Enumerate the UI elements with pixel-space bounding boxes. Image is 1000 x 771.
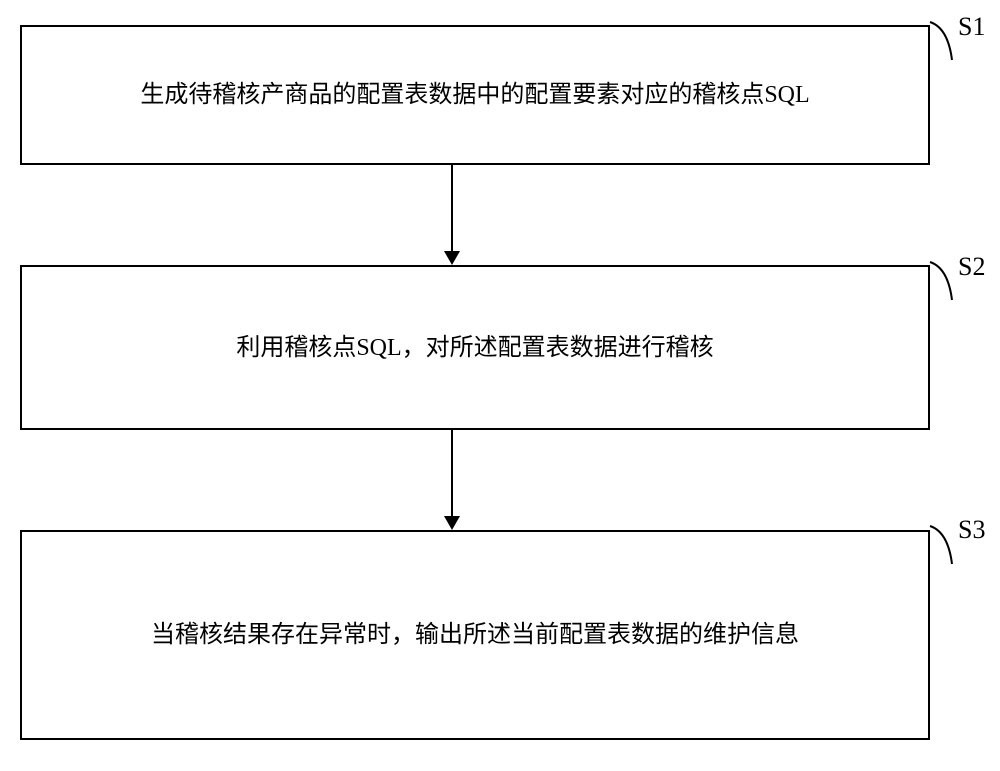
step-box-s2: 利用稽核点SQL，对所述配置表数据进行稽核: [20, 265, 930, 430]
arrow-head-1: [444, 251, 460, 265]
step-text-s3: 当稽核结果存在异常时，输出所述当前配置表数据的维护信息: [151, 617, 799, 653]
step-text-s1: 生成待稽核产商品的配置表数据中的配置要素对应的稽核点SQL: [140, 77, 809, 113]
step-text-s2: 利用稽核点SQL，对所述配置表数据进行稽核: [236, 330, 713, 366]
step-label-s2: S2: [958, 252, 985, 282]
step-label-s3: S3: [958, 515, 985, 545]
arrow-line-1: [451, 165, 453, 251]
arrow-line-2: [451, 430, 453, 516]
step-box-s1: 生成待稽核产商品的配置表数据中的配置要素对应的稽核点SQL: [20, 25, 930, 165]
arrow-head-2: [444, 516, 460, 530]
label-curve-s2: [928, 260, 962, 302]
step-label-s1: S1: [958, 12, 985, 42]
label-curve-s3: [928, 524, 962, 566]
flowchart-container: 生成待稽核产商品的配置表数据中的配置要素对应的稽核点SQL S1 利用稽核点SQ…: [0, 0, 1000, 771]
label-curve-s1: [928, 20, 962, 62]
step-box-s3: 当稽核结果存在异常时，输出所述当前配置表数据的维护信息: [20, 530, 930, 740]
